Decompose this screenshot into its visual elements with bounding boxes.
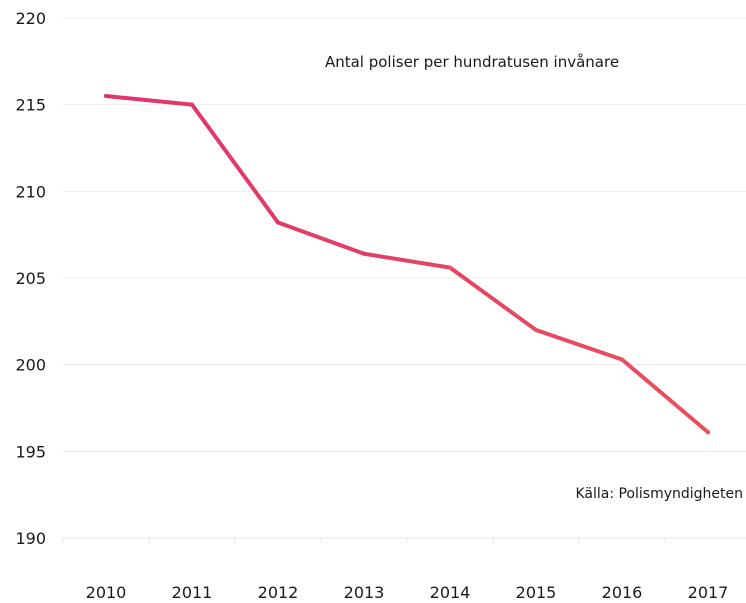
grid-lines [63,17,746,539]
data-point [362,251,366,256]
x-tick-label: 2011 [172,583,213,602]
data-point [104,94,108,98]
data-point [276,220,280,225]
y-tick-label: 205 [15,269,46,288]
chart-title: Antal poliser per hundratusen invånare [325,53,619,71]
series-line [104,94,710,435]
series [104,94,710,435]
data-point [190,102,194,107]
data-point [706,430,710,435]
x-axis: 2010 2011 2012 2013 2014 2015 2016 2017 [62,538,729,602]
x-tick-label: 2013 [344,583,385,602]
x-tick-label: 2014 [430,583,471,602]
y-tick-label: 195 [15,442,46,461]
y-tick-label: 190 [15,529,46,548]
data-point [620,357,624,362]
data-point [534,328,538,332]
y-tick-label: 200 [15,356,46,375]
y-tick-label: 215 [15,96,46,115]
chart-source: Källa: Polismyndigheten [575,486,743,502]
x-tick-label: 2015 [516,583,557,602]
data-point [448,265,452,270]
x-tick-label: 2017 [688,583,729,602]
x-tick-label: 2016 [602,583,643,602]
y-tick-label: 210 [15,182,46,201]
y-tick-label: 220 [15,9,46,28]
x-tick-label: 2012 [258,583,299,602]
x-tick-label: 2010 [86,583,127,602]
y-axis: 190 195 200 205 210 215 220 [15,9,46,548]
